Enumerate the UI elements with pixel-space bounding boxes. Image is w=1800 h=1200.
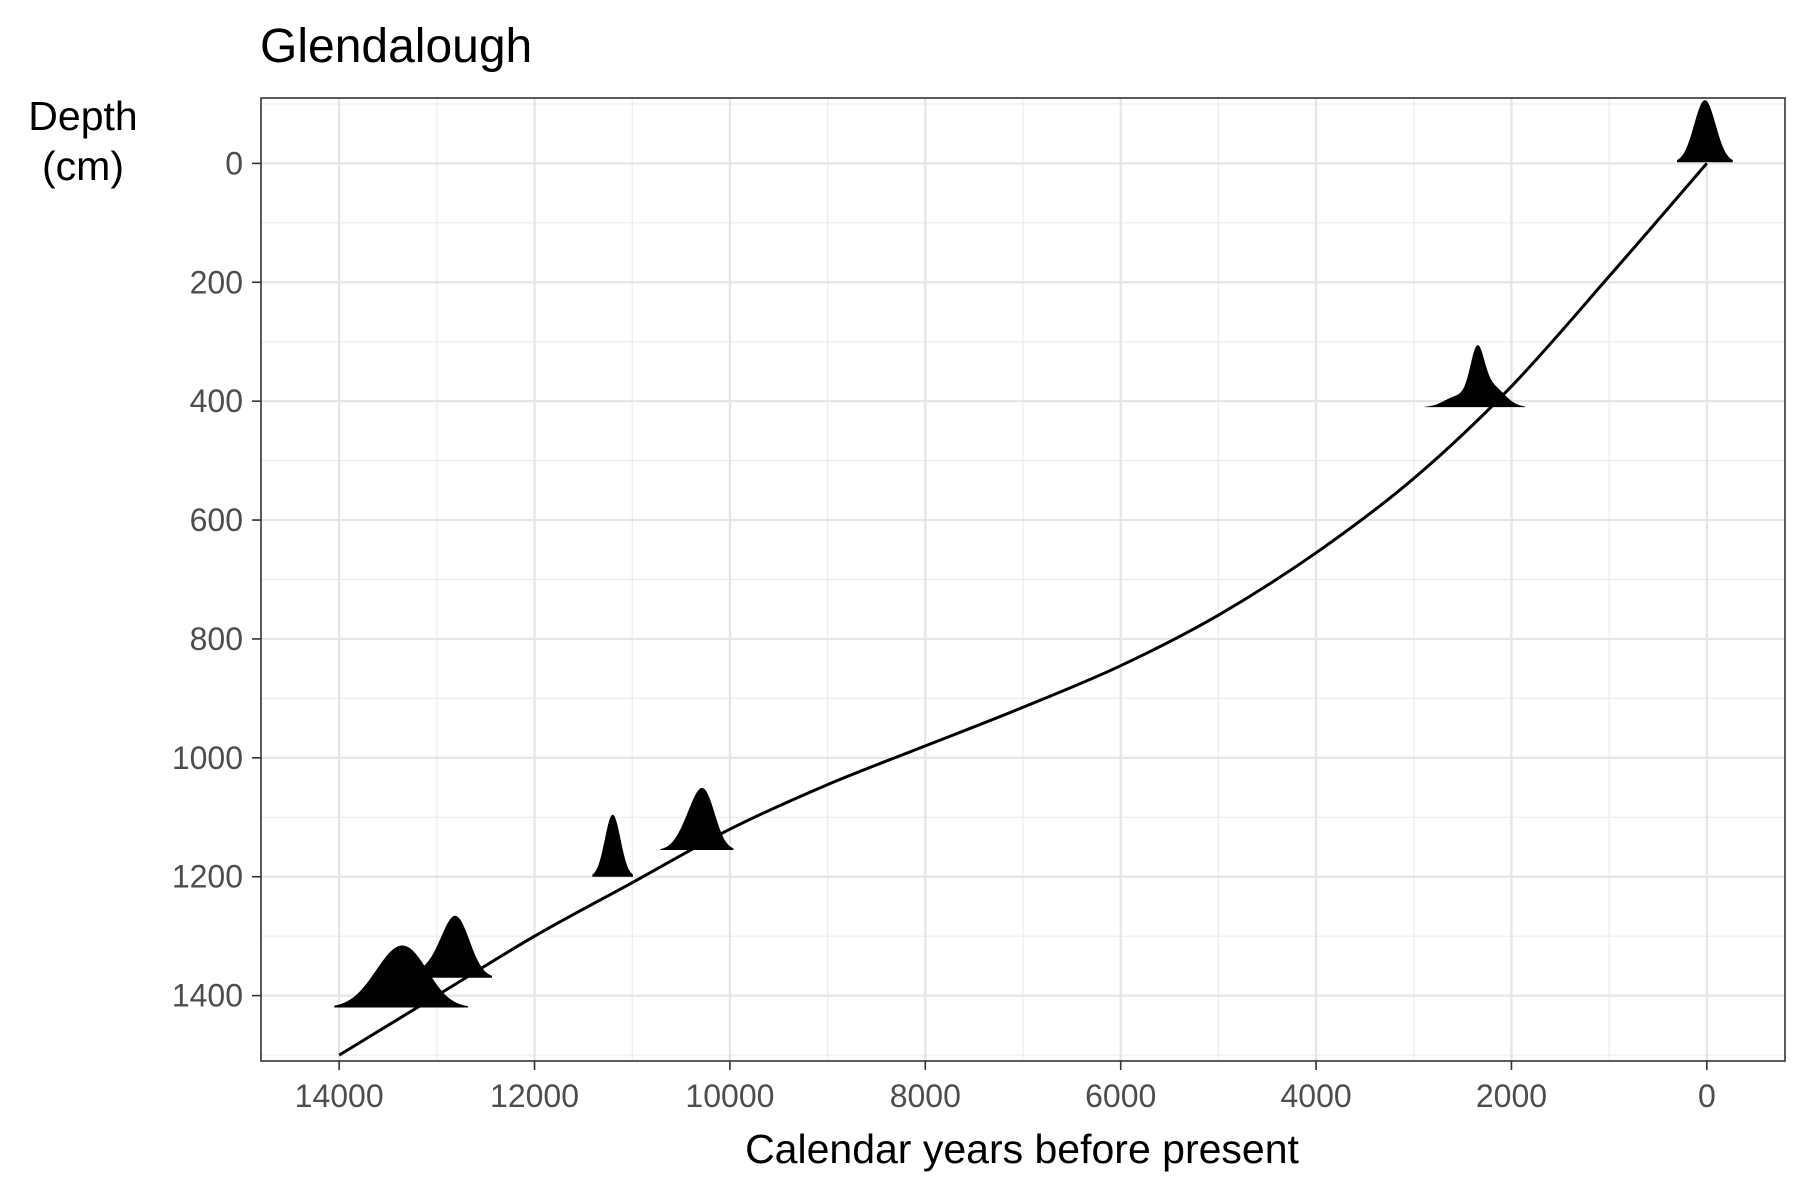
grid-major [261, 98, 1785, 1061]
x-tick-label: 6000 [1085, 1078, 1156, 1114]
date-density [1677, 100, 1733, 163]
grid-minor [261, 98, 1785, 1061]
x-tick-label: 8000 [890, 1078, 961, 1114]
y-tick-label: 1000 [172, 740, 243, 776]
date-density [391, 915, 492, 978]
y-tick-label: 600 [190, 502, 243, 538]
plot-border [260, 97, 1786, 1062]
y-tick-label: 0 [225, 145, 243, 181]
x-tick-label: 14000 [295, 1078, 384, 1114]
y-tick-label: 200 [190, 264, 243, 300]
x-tick-label: 12000 [490, 1078, 579, 1114]
x-tick-label: 2000 [1476, 1078, 1547, 1114]
x-tick-label: 10000 [685, 1078, 774, 1114]
y-axis-title-line1: Depth [28, 93, 137, 139]
x-tick-label: 4000 [1280, 1078, 1351, 1114]
age-depth-curve [338, 162, 1708, 1057]
y-tick-label: 1400 [172, 978, 243, 1014]
x-tick-label: 0 [1698, 1078, 1716, 1114]
x-axis-title: Calendar years before present [745, 1126, 1299, 1172]
date-densities [334, 100, 1733, 1008]
y-tick-label: 400 [190, 383, 243, 419]
y-tick-label: 800 [190, 621, 243, 657]
date-density [1424, 345, 1525, 408]
date-density [660, 788, 734, 850]
chart-title: Glendalough [260, 20, 532, 73]
date-density [592, 814, 633, 877]
y-axis-title-line2: (cm) [42, 143, 124, 189]
y-tick-label: 1200 [172, 859, 243, 895]
x-axis: 14000 12000 10000 8000 6000 4000 2000 0 [295, 1061, 1716, 1114]
y-axis: 0 200 400 600 800 1000 1200 1400 [172, 145, 261, 1014]
